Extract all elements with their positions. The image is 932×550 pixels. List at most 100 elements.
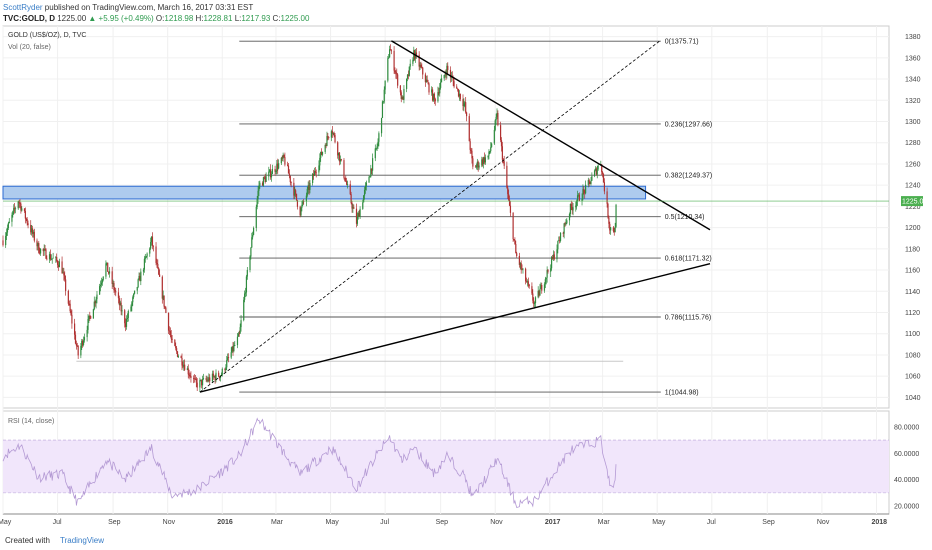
candle-body [609, 223, 611, 231]
candle-body [459, 93, 461, 100]
candle-body [17, 201, 19, 209]
candle-body [295, 190, 297, 194]
time-axis-label: 2016 [217, 519, 233, 526]
candle-body [175, 345, 177, 349]
candle-body [424, 74, 427, 83]
candle-body [13, 207, 15, 212]
footer: Created with TradingView [0, 532, 932, 550]
rsi-axis-label: 20.0000 [894, 504, 919, 511]
candle-body [577, 194, 580, 196]
time-axis-label: Mar [598, 519, 611, 526]
candle-body [602, 174, 605, 183]
candle-body [117, 292, 120, 299]
candle-body [50, 258, 52, 260]
candle-body [484, 157, 486, 163]
candle-body [67, 290, 69, 304]
candle-body [375, 148, 377, 150]
candle-body [513, 239, 515, 241]
candle-body [151, 236, 154, 246]
candle-body [206, 379, 208, 381]
candle-body [606, 191, 608, 204]
candle-body [226, 360, 228, 368]
candle-body [422, 67, 424, 75]
candle-body [595, 168, 597, 175]
candle-body [240, 320, 242, 328]
low-label: L: [234, 14, 242, 23]
candle-body [99, 284, 102, 287]
candle-body [520, 263, 522, 269]
candle-body [337, 142, 339, 156]
candle-body [376, 146, 378, 149]
candle-body [86, 329, 88, 338]
candle-body [187, 368, 189, 375]
candle-body [547, 270, 549, 272]
candle-body [56, 257, 58, 261]
symbol-label[interactable]: TVC:GOLD, D [3, 14, 55, 23]
close-label: C: [272, 14, 281, 23]
price-axis-label: 1200 [905, 225, 921, 232]
candle-body [413, 50, 415, 60]
candle-body [225, 367, 227, 371]
candle-body [140, 271, 142, 282]
candle-body [113, 283, 115, 291]
candle-body [500, 140, 503, 147]
candle-body [45, 249, 47, 259]
price-value: 1225.00 [57, 14, 87, 23]
candle-body [457, 88, 459, 90]
candle-body [169, 331, 171, 336]
candle-body [21, 208, 23, 211]
candle-body [275, 171, 277, 172]
candle-body [11, 214, 13, 222]
candle-body [136, 286, 138, 291]
candle-body [119, 302, 121, 306]
chart-area[interactable]: 1040 1060 1080 1100 1120 1140 1160 1180 1200 1220… [0, 0, 932, 532]
candle-body [608, 217, 610, 224]
candle-body [388, 57, 390, 59]
candle-body [164, 306, 166, 308]
candle-body [39, 252, 41, 254]
candle-body [397, 74, 399, 86]
candle-body [562, 232, 564, 234]
candle-body [108, 271, 111, 274]
candle-body [515, 244, 517, 254]
candle-body [12, 211, 14, 215]
time-axis-label: Nov [163, 519, 176, 526]
candle-body [23, 208, 26, 211]
candle-body [239, 327, 241, 334]
candle-body [390, 50, 393, 52]
candle-body [33, 231, 35, 241]
candle-body [49, 254, 52, 260]
author-link[interactable]: ScottRyder [3, 3, 43, 12]
candle-body [534, 297, 537, 304]
candle-body [125, 318, 128, 327]
candle-body [8, 221, 10, 224]
candle-body [400, 92, 402, 99]
candle-body [346, 181, 348, 185]
candle-body [152, 245, 154, 247]
candle-body [36, 240, 38, 247]
tradingview-brand[interactable]: TradingView [60, 536, 105, 545]
candle-body [111, 271, 113, 284]
candle-body [82, 340, 84, 345]
candle-body [299, 206, 301, 216]
candle-body [25, 218, 27, 220]
candle-body [31, 228, 34, 234]
candle-body [158, 268, 160, 275]
candle-body [446, 65, 448, 76]
candle-body [355, 208, 358, 224]
time-axis-label: Nov [490, 519, 503, 526]
candle-body [565, 223, 567, 225]
candle-body [190, 375, 192, 379]
candle-body [338, 152, 341, 162]
candle-body [509, 205, 512, 213]
candle-body [20, 203, 22, 211]
candle-body [553, 254, 555, 260]
candle-body [290, 182, 292, 183]
candle-body [312, 173, 314, 183]
candle-body [263, 177, 265, 178]
candle-body [106, 262, 108, 264]
candle-body [589, 181, 591, 184]
candle-body [407, 74, 410, 76]
price-axis-label: 1120 [905, 310, 920, 317]
candle-body [155, 246, 157, 263]
